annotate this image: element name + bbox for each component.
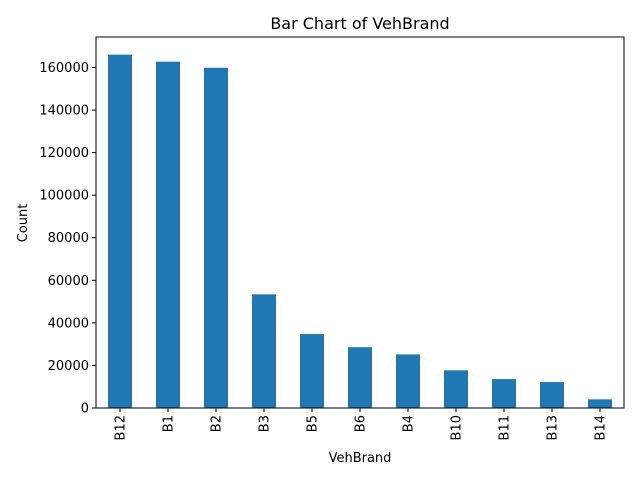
bar-b13: [540, 382, 564, 408]
bar-b11: [492, 379, 516, 408]
x-tick-label-b4: B4: [402, 415, 417, 432]
bar-b1: [156, 61, 180, 408]
y-tick-label: 140000: [39, 104, 89, 119]
bar-b2: [204, 67, 228, 408]
y-tick-label: 120000: [39, 146, 89, 161]
bars: [108, 54, 612, 409]
y-tick-label: 60000: [48, 274, 89, 289]
bar-b6: [348, 347, 372, 408]
y-tick-label: 80000: [48, 231, 89, 246]
x-tick-label-b6: B6: [354, 415, 369, 432]
bar-b4: [396, 354, 420, 408]
chart-title: Bar Chart of VehBrand: [270, 14, 449, 33]
y-tick-label: 160000: [39, 61, 89, 76]
x-tick-label-b10: B10: [450, 415, 465, 440]
x-tick-label-b2: B2: [210, 415, 225, 432]
y-tick-label: 20000: [48, 359, 89, 374]
x-tick-label-b5: B5: [306, 415, 321, 432]
x-tick-label-b12: B12: [114, 415, 129, 440]
x-tick-label-b13: B13: [546, 415, 561, 440]
bar-b10: [444, 370, 468, 408]
y-tick-label: 40000: [48, 316, 89, 331]
y-axis-ticks: 0 20000 40000 60000 80000 100000 120000 140000 1…: [39, 61, 96, 417]
x-tick-label-b1: B1: [162, 415, 177, 432]
bar-b12: [108, 54, 132, 409]
x-axis-ticks: B12 B1 B2 B3 B5 B6 B4 B10 B11 B13 B14: [114, 408, 609, 440]
x-axis-label: VehBrand: [329, 451, 392, 466]
y-axis-label: Count: [16, 204, 31, 243]
bar-b3: [252, 294, 276, 408]
y-tick-label: 100000: [39, 189, 89, 204]
plot-frame: [95, 36, 625, 409]
bar-b14: [588, 399, 612, 408]
x-tick-label-b3: B3: [258, 415, 273, 432]
x-tick-label-b14: B14: [594, 415, 609, 440]
axes-frame: [95, 36, 625, 409]
y-tick-label: 0: [81, 402, 89, 417]
bar-b5: [300, 334, 324, 408]
x-tick-label-b11: B11: [498, 415, 513, 440]
